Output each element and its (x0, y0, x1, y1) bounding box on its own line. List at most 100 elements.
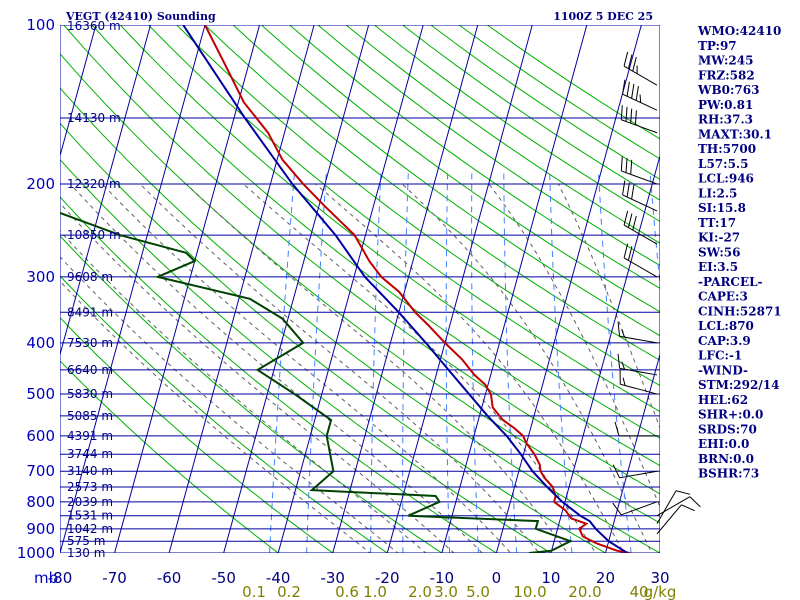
index-item: KI:-27 (698, 231, 740, 245)
height-label: 3140 m (67, 464, 113, 478)
moist-adiabat-line (101, 183, 512, 553)
wind-barb-staff (622, 194, 658, 212)
temperature-tick-label: 30 (650, 569, 669, 587)
mixing-ratio-line (370, 172, 382, 553)
height-label: 9608 m (67, 270, 113, 284)
wind-barb-feather (623, 210, 629, 226)
moist-adiabat-line (60, 280, 372, 553)
isotherm-line (168, 25, 315, 553)
pressure-tick-label: 900 (26, 520, 55, 538)
wind-barb-staff (623, 224, 658, 245)
wind-barb-staff (619, 335, 658, 344)
height-label: 575 m (67, 534, 105, 548)
wind-barb-feather (627, 246, 633, 261)
isotherm-line (386, 25, 533, 553)
index-item: CAPE:3 (698, 290, 748, 304)
dry-adiabat-line (289, 25, 660, 289)
wind-barb-feather (631, 184, 635, 200)
index-item: FRZ:582 (698, 68, 755, 82)
wind-barb (623, 210, 658, 245)
height-label: 8491 m (67, 305, 113, 319)
wind-barb-feather (627, 213, 633, 228)
index-item: LFC:-1 (698, 349, 742, 363)
mixing-ratio-label: g/kg (644, 583, 677, 600)
wind-barb (617, 321, 658, 344)
wind-barb-staff (656, 496, 691, 517)
moist-adiabat-line (60, 202, 455, 553)
mixing-ratio-label: 40 (629, 583, 648, 600)
wind-barb-staff (621, 501, 658, 516)
wind-barb (656, 496, 701, 517)
temperature-tick-label: -40 (266, 569, 291, 587)
wind-barb-feather (632, 56, 637, 72)
height-label: 12320 m (67, 177, 121, 191)
wind-barb (612, 501, 658, 516)
wind-barb-staff (621, 170, 658, 185)
wind-barb-feather (620, 156, 623, 171)
wind-barb (617, 353, 658, 376)
isotherm-line (550, 153, 660, 553)
dewpoint-profile (60, 211, 574, 553)
moist-adiabat-line (315, 183, 625, 553)
height-label: 2573 m (67, 480, 113, 494)
wind-barb-feather (626, 81, 630, 97)
dry-adiabat-line (60, 316, 334, 553)
temperature-tick-label: -30 (320, 569, 345, 587)
index-item: TH:5700 (698, 142, 756, 156)
wind-barb-staff (622, 93, 658, 111)
dry-adiabat-line (60, 122, 607, 553)
index-item: LCL:946 (698, 172, 754, 186)
index-item: SRDS:70 (698, 422, 757, 436)
dry-adiabat-line (119, 25, 660, 439)
dry-adiabat-line (60, 275, 389, 553)
wind-barb (614, 421, 657, 437)
pressure-tick-label: 700 (26, 462, 55, 480)
pressure-tick-label: 200 (26, 175, 55, 193)
mixing-ratio-line (402, 172, 409, 553)
temperature-tick-label: -20 (375, 569, 400, 587)
wind-barb-staff (619, 367, 658, 376)
wind-barb (620, 105, 658, 134)
index-item: -PARCEL- (698, 275, 763, 289)
pressure-unit-label: mb (34, 569, 58, 587)
index-item: TT:17 (698, 216, 736, 230)
dry-adiabat-line (204, 25, 660, 361)
pressure-tick-label: 500 (26, 385, 55, 403)
height-label: 14130 m (67, 111, 121, 125)
wind-barb-staff (623, 65, 658, 86)
height-label: 1531 m (67, 509, 113, 523)
mixing-ratio-line (269, 172, 295, 553)
dry-adiabat-line (317, 25, 660, 267)
pressure-tick-label: 600 (26, 427, 55, 445)
temperature-tick-label: -70 (102, 569, 127, 587)
wind-barb (620, 156, 658, 185)
wind-barb-feather (623, 51, 629, 67)
parcel-profile (182, 25, 628, 553)
wind-barb (656, 490, 691, 524)
height-label: 5085 m (67, 409, 113, 423)
mixing-ratio-label: 0.6 (335, 583, 359, 600)
temperature-tick-label: -50 (211, 569, 236, 587)
height-label: 4391 m (67, 429, 113, 443)
wind-barb (623, 243, 658, 278)
dry-adiabat-line (232, 25, 660, 337)
isotherm-line (495, 25, 642, 553)
moist-adiabat-line (243, 183, 597, 553)
mixing-ratio-line (306, 172, 327, 553)
dry-adiabat-line (176, 25, 660, 387)
wind-barb-feather (621, 329, 625, 338)
wind-barb-feather (675, 490, 691, 495)
wind-barb-feather (627, 54, 633, 69)
index-item: MAXT:30.1 (698, 127, 772, 141)
station-title: VEGT (42410) Sounding (65, 10, 216, 23)
isotherm-line (60, 25, 151, 357)
wind-barb-feather (622, 377, 626, 386)
moist-adiabat-line (557, 183, 660, 430)
wind-barbs (612, 51, 701, 535)
wind-barb-feather (630, 108, 633, 124)
mixing-ratio-label: 3.0 (434, 583, 458, 600)
mixing-ratio-label: 0.1 (242, 583, 266, 600)
moist-adiabat-line (185, 183, 569, 553)
index-item: EI:3.5 (698, 260, 738, 274)
